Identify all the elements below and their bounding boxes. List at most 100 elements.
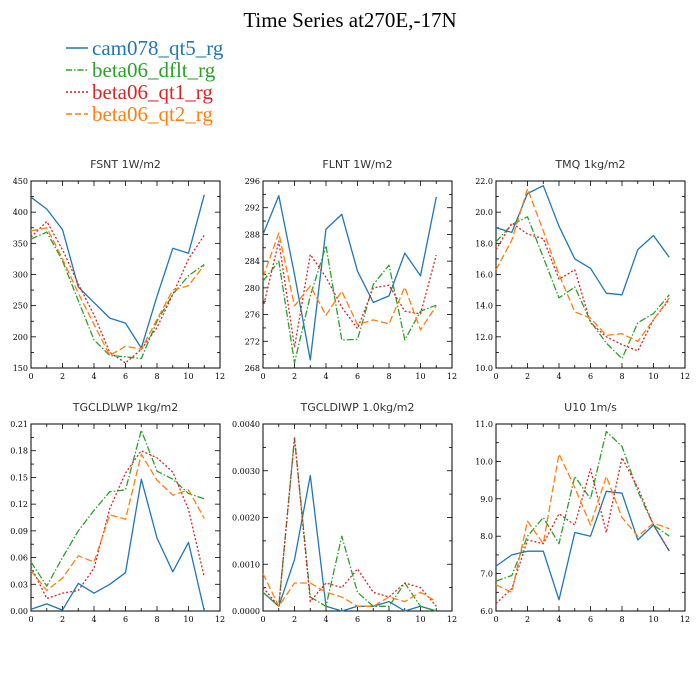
x-tick-label: 8 [619,372,624,381]
y-tick-label: 288 [245,230,260,239]
y-tick-label: 14.0 [475,302,493,311]
y-tick-label: 200 [13,333,28,342]
y-tick-label: 0.0010 [232,560,260,569]
y-tick-label: 7.0 [480,570,493,579]
x-tick-label: 10 [648,615,658,624]
x-tick-label: 10 [183,615,193,624]
y-tick-label: 8.0 [480,532,493,541]
plot-frame [30,180,221,369]
y-tick-label: 450 [13,177,28,186]
x-tick-label: 4 [91,372,96,381]
y-tick-label: 400 [13,208,28,217]
series-line [495,188,670,343]
x-tick-label: 2 [292,372,297,381]
x-tick-label: 0 [260,372,265,381]
y-tick-label: 0.09 [10,527,28,536]
series-line [262,245,437,364]
x-tick-label: 2 [60,615,65,624]
x-tick-label: 0 [28,372,33,381]
series-line [262,437,437,612]
y-tick-label: 150 [13,364,28,373]
x-tick-label: 6 [355,615,360,624]
y-tick-label: 0.0000 [232,607,260,616]
x-tick-label: 4 [91,615,96,624]
x-tick-label: 0 [28,615,33,624]
series-line [262,573,437,607]
x-tick-label: 4 [323,615,328,624]
y-tick-label: 0.0040 [232,420,260,429]
x-tick-label: 6 [123,372,128,381]
y-tick-label: 11.0 [475,420,493,429]
x-tick-label: 8 [619,615,624,624]
panel-title: FLNT 1W/m2 [322,158,392,171]
y-tick-label: 20.0 [475,208,493,217]
y-tick-label: 0.0030 [232,467,260,476]
y-tick-label: 10.0 [475,364,493,373]
legend-item: beta06_qt1_rg [66,81,223,103]
series-line [30,220,205,364]
series-line [30,453,205,592]
x-tick-label: 12 [680,372,690,381]
x-tick-label: 2 [60,372,65,381]
legend-label: cam078_qt5_rg [92,36,224,60]
y-tick-label: 250 [13,302,28,311]
x-tick-label: 6 [588,615,593,624]
y-tick-label: 0.0020 [232,514,260,523]
x-tick-label: 8 [154,372,159,381]
legend-item: beta06_qt2_rg [66,103,223,125]
legend-item: cam078_qt5_rg [66,37,223,59]
x-tick-label: 10 [415,372,425,381]
series-line [30,194,205,349]
series-line [495,222,670,352]
panel-title: TGCLDLWP 1kg/m2 [72,401,178,414]
y-tick-label: 22.0 [475,177,493,186]
plot-frame [262,423,453,612]
panel-title: FSNT 1W/m2 [90,158,161,171]
series-line [495,457,670,604]
x-tick-label: 12 [680,615,690,624]
series-line [495,490,670,601]
x-tick-label: 2 [525,372,530,381]
series-line [30,478,205,612]
chart-panel: U10 1m/s 0 2 4 6 8 10 12 6.0 7.0 8.0 9.0 10.0 11.0 [475,401,690,624]
panel-title: U10 1m/s [564,401,617,414]
x-tick-label: 12 [447,615,457,624]
page-title: Time Series at270E,-17N [243,8,457,32]
series-line [262,232,437,331]
chart-panel: FSNT 1W/m2 0 2 4 6 8 10 12 150 200 250 300 350 400 450 [13,158,225,381]
y-tick-label: 350 [13,239,28,248]
x-tick-label: 0 [260,615,265,624]
series-line [495,453,670,593]
panel-title: TGCLDIWP 1.0kg/m2 [299,401,414,414]
y-tick-label: 280 [245,284,260,293]
y-tick-label: 284 [245,257,260,266]
x-tick-label: 6 [588,372,593,381]
plot-frame [495,423,686,612]
x-tick-label: 12 [215,615,225,624]
x-tick-label: 0 [493,615,498,624]
y-tick-label: 0.03 [10,580,28,589]
y-tick-label: 268 [245,364,260,373]
y-tick-label: 0.21 [10,420,28,429]
x-tick-label: 12 [215,372,225,381]
y-tick-label: 0.12 [10,500,28,509]
legend: cam078_qt5_rg beta06_dflt_rg beta06_qt1_… [66,37,223,125]
y-tick-label: 9.0 [480,495,493,504]
series-line [262,437,437,607]
y-tick-label: 292 [245,204,260,213]
plot-frame [495,180,686,369]
y-tick-label: 272 [245,337,260,346]
legend-swatch [66,113,88,115]
y-tick-label: 300 [13,271,28,280]
series-line [262,195,437,361]
y-tick-label: 16.0 [475,271,493,280]
chart-panel: TGCLDLWP 1kg/m2 0 2 4 6 8 10 12 0.00 0.03 0.06 0.09… [10,401,225,624]
legend-label: beta06_qt1_rg [92,80,213,104]
series-line [495,185,670,296]
y-tick-label: 0.00 [10,607,28,616]
y-tick-label: 276 [245,311,260,320]
x-tick-label: 4 [556,615,561,624]
y-tick-label: 296 [245,177,260,186]
series-line [495,430,670,582]
x-tick-label: 8 [386,372,391,381]
